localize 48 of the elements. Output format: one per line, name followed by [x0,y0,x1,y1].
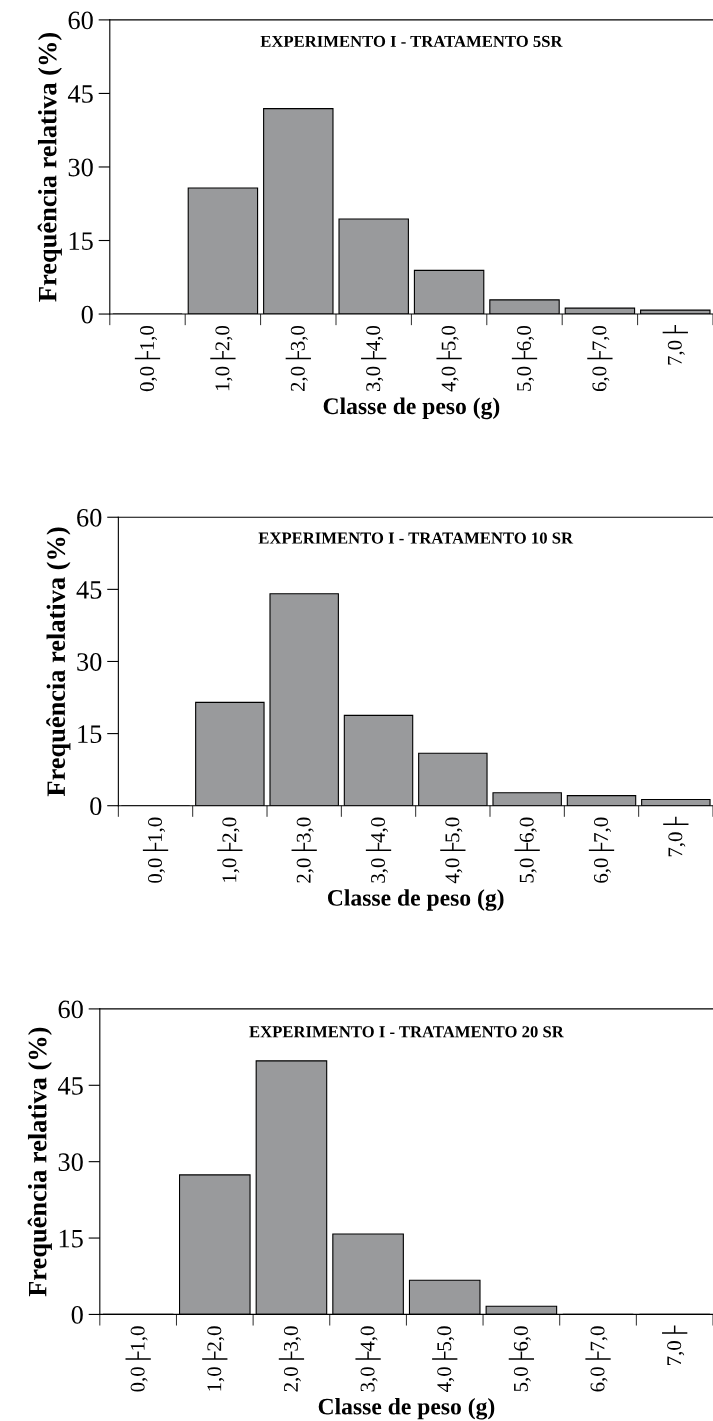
y-tick-label: 0 [71,1306,83,1324]
y-axis-title: Frequência relativa (%) [27,1027,52,1297]
x-tick-label: 4,0├5,0 [440,817,466,884]
x-axis-title: Classe de peso (g) [318,1397,495,1420]
x-tick-label: 7,0├ [662,1325,688,1365]
y-tick-label: 15 [78,725,102,744]
text: EXPERIMENTO I - TRATAMENTO 5SR [260,35,563,48]
y-tick-label: 60 [68,11,93,30]
x-tick-label: 0,0├1,0 [125,1326,151,1392]
x-tick-label: 5,0├6,0 [511,325,538,391]
x-tick-label: 3,0├4,0 [355,1326,381,1392]
y-tick-label: 60 [58,1000,83,1019]
x-tick-label: 2,0├3,0 [291,817,317,883]
x-tick-label: 5,0├6,0 [514,817,540,883]
y-axis-title: Frequência relativa (%) [46,527,71,797]
y-tick-label: 45 [76,581,102,599]
x-tick-label: 0,0├1,0 [134,325,161,392]
x-tick-label: 0,0├1,0 [142,817,169,883]
x-tick-label: 6,0├7,0 [588,817,615,883]
x-tick-label: 4,0├5,0 [436,325,462,392]
x-tick-label: 1,0├2,0 [210,325,236,391]
text: EXPERIMENTO I - TRATAMENTO 10 SR [258,532,574,544]
x-tick-label: 7,0├ [662,325,688,365]
x-tick-label: 1,0├2,0 [217,817,243,882]
y-tick-label: 45 [67,85,93,103]
x-tick-label: 1,0├2,0 [202,1326,228,1391]
y-axis-title: Frequência relativa (%) [37,33,62,302]
y-tick-label: 30 [68,158,93,177]
x-tick-label: 4,0├5,0 [432,1326,458,1392]
y-tick-label: 0 [81,305,93,324]
x-tick-label: 6,0├7,0 [585,1326,611,1392]
x-axis-title: Classe de peso (g) [323,397,500,420]
y-tick-label: 30 [58,1153,83,1172]
x-tick-label: 2,0├3,0 [278,1326,305,1392]
y-tick-label: 45 [57,1077,83,1095]
y-tick-label: 0 [90,797,102,816]
x-tick-label: 7,0├ [663,816,689,857]
y-tick-label: 15 [59,1229,83,1248]
x-tick-label: 3,0├4,0 [361,325,387,391]
x-axis-title: Classe de peso (g) [327,889,504,911]
x-tick-label: 6,0├7,0 [587,325,613,392]
text: EXPERIMENTO I - TRATAMENTO 20 SR [249,1026,564,1038]
y-tick-label: 30 [77,653,102,671]
y-tick-label: 60 [77,508,102,527]
x-tick-label: 5,0├6,0 [508,1326,535,1392]
x-tick-label: 2,0├3,0 [285,325,311,392]
y-tick-label: 15 [69,232,93,250]
x-tick-label: 3,0├4,0 [365,817,392,883]
